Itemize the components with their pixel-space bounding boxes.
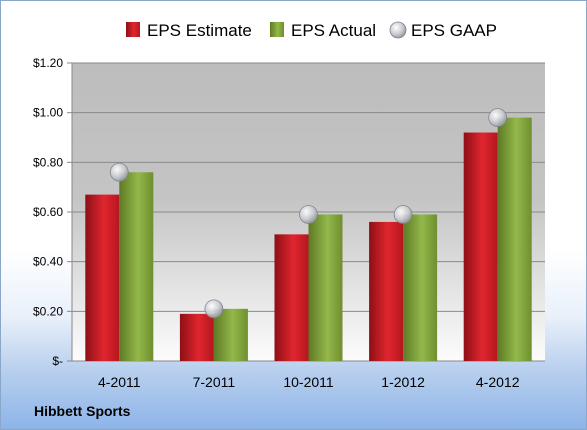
y-tick-label: $1.20	[33, 56, 63, 70]
bar-eps-estimate	[179, 313, 214, 361]
bar-eps-estimate	[463, 132, 498, 361]
y-tick-label: $0.80	[33, 155, 63, 169]
bar-eps-actual	[497, 117, 532, 361]
legend-swatch-eps-estimate	[126, 22, 140, 37]
marker-eps-gaap	[299, 205, 318, 224]
bar-eps-estimate	[274, 234, 309, 361]
x-tick-label: 7-2011	[193, 374, 236, 390]
y-tick-label: $0.60	[33, 205, 63, 219]
marker-eps-gaap	[109, 162, 129, 182]
y-tick-label: $0.40	[33, 255, 63, 269]
bar-eps-actual	[403, 214, 438, 361]
bar-eps-estimate	[85, 194, 120, 361]
marker-eps-gaap	[204, 299, 224, 319]
y-tick-label: $-	[52, 354, 63, 368]
x-tick-label: 4-2012	[476, 374, 520, 390]
marker-eps-gaap	[488, 108, 508, 128]
bar-eps-actual	[213, 308, 248, 361]
legend-label: EPS Estimate	[147, 21, 252, 40]
marker-eps-gaap	[393, 205, 413, 224]
legend-swatch-eps-gaap	[389, 21, 407, 39]
legend-swatch-eps-actual	[270, 22, 284, 37]
company-label: Hibbett Sports	[34, 403, 131, 419]
y-tick-label: $0.20	[33, 304, 63, 318]
legend-label: EPS GAAP	[411, 21, 497, 40]
x-tick-label: 10-2011	[283, 374, 334, 390]
x-tick-label: 4-2011	[98, 374, 141, 390]
bar-eps-actual	[119, 172, 154, 361]
bar-eps-estimate	[369, 221, 404, 361]
y-tick-label: $1.00	[33, 106, 63, 120]
x-tick-label: 1-2012	[381, 374, 425, 390]
legend-label: EPS Actual	[291, 21, 376, 40]
bar-eps-actual	[308, 214, 343, 361]
